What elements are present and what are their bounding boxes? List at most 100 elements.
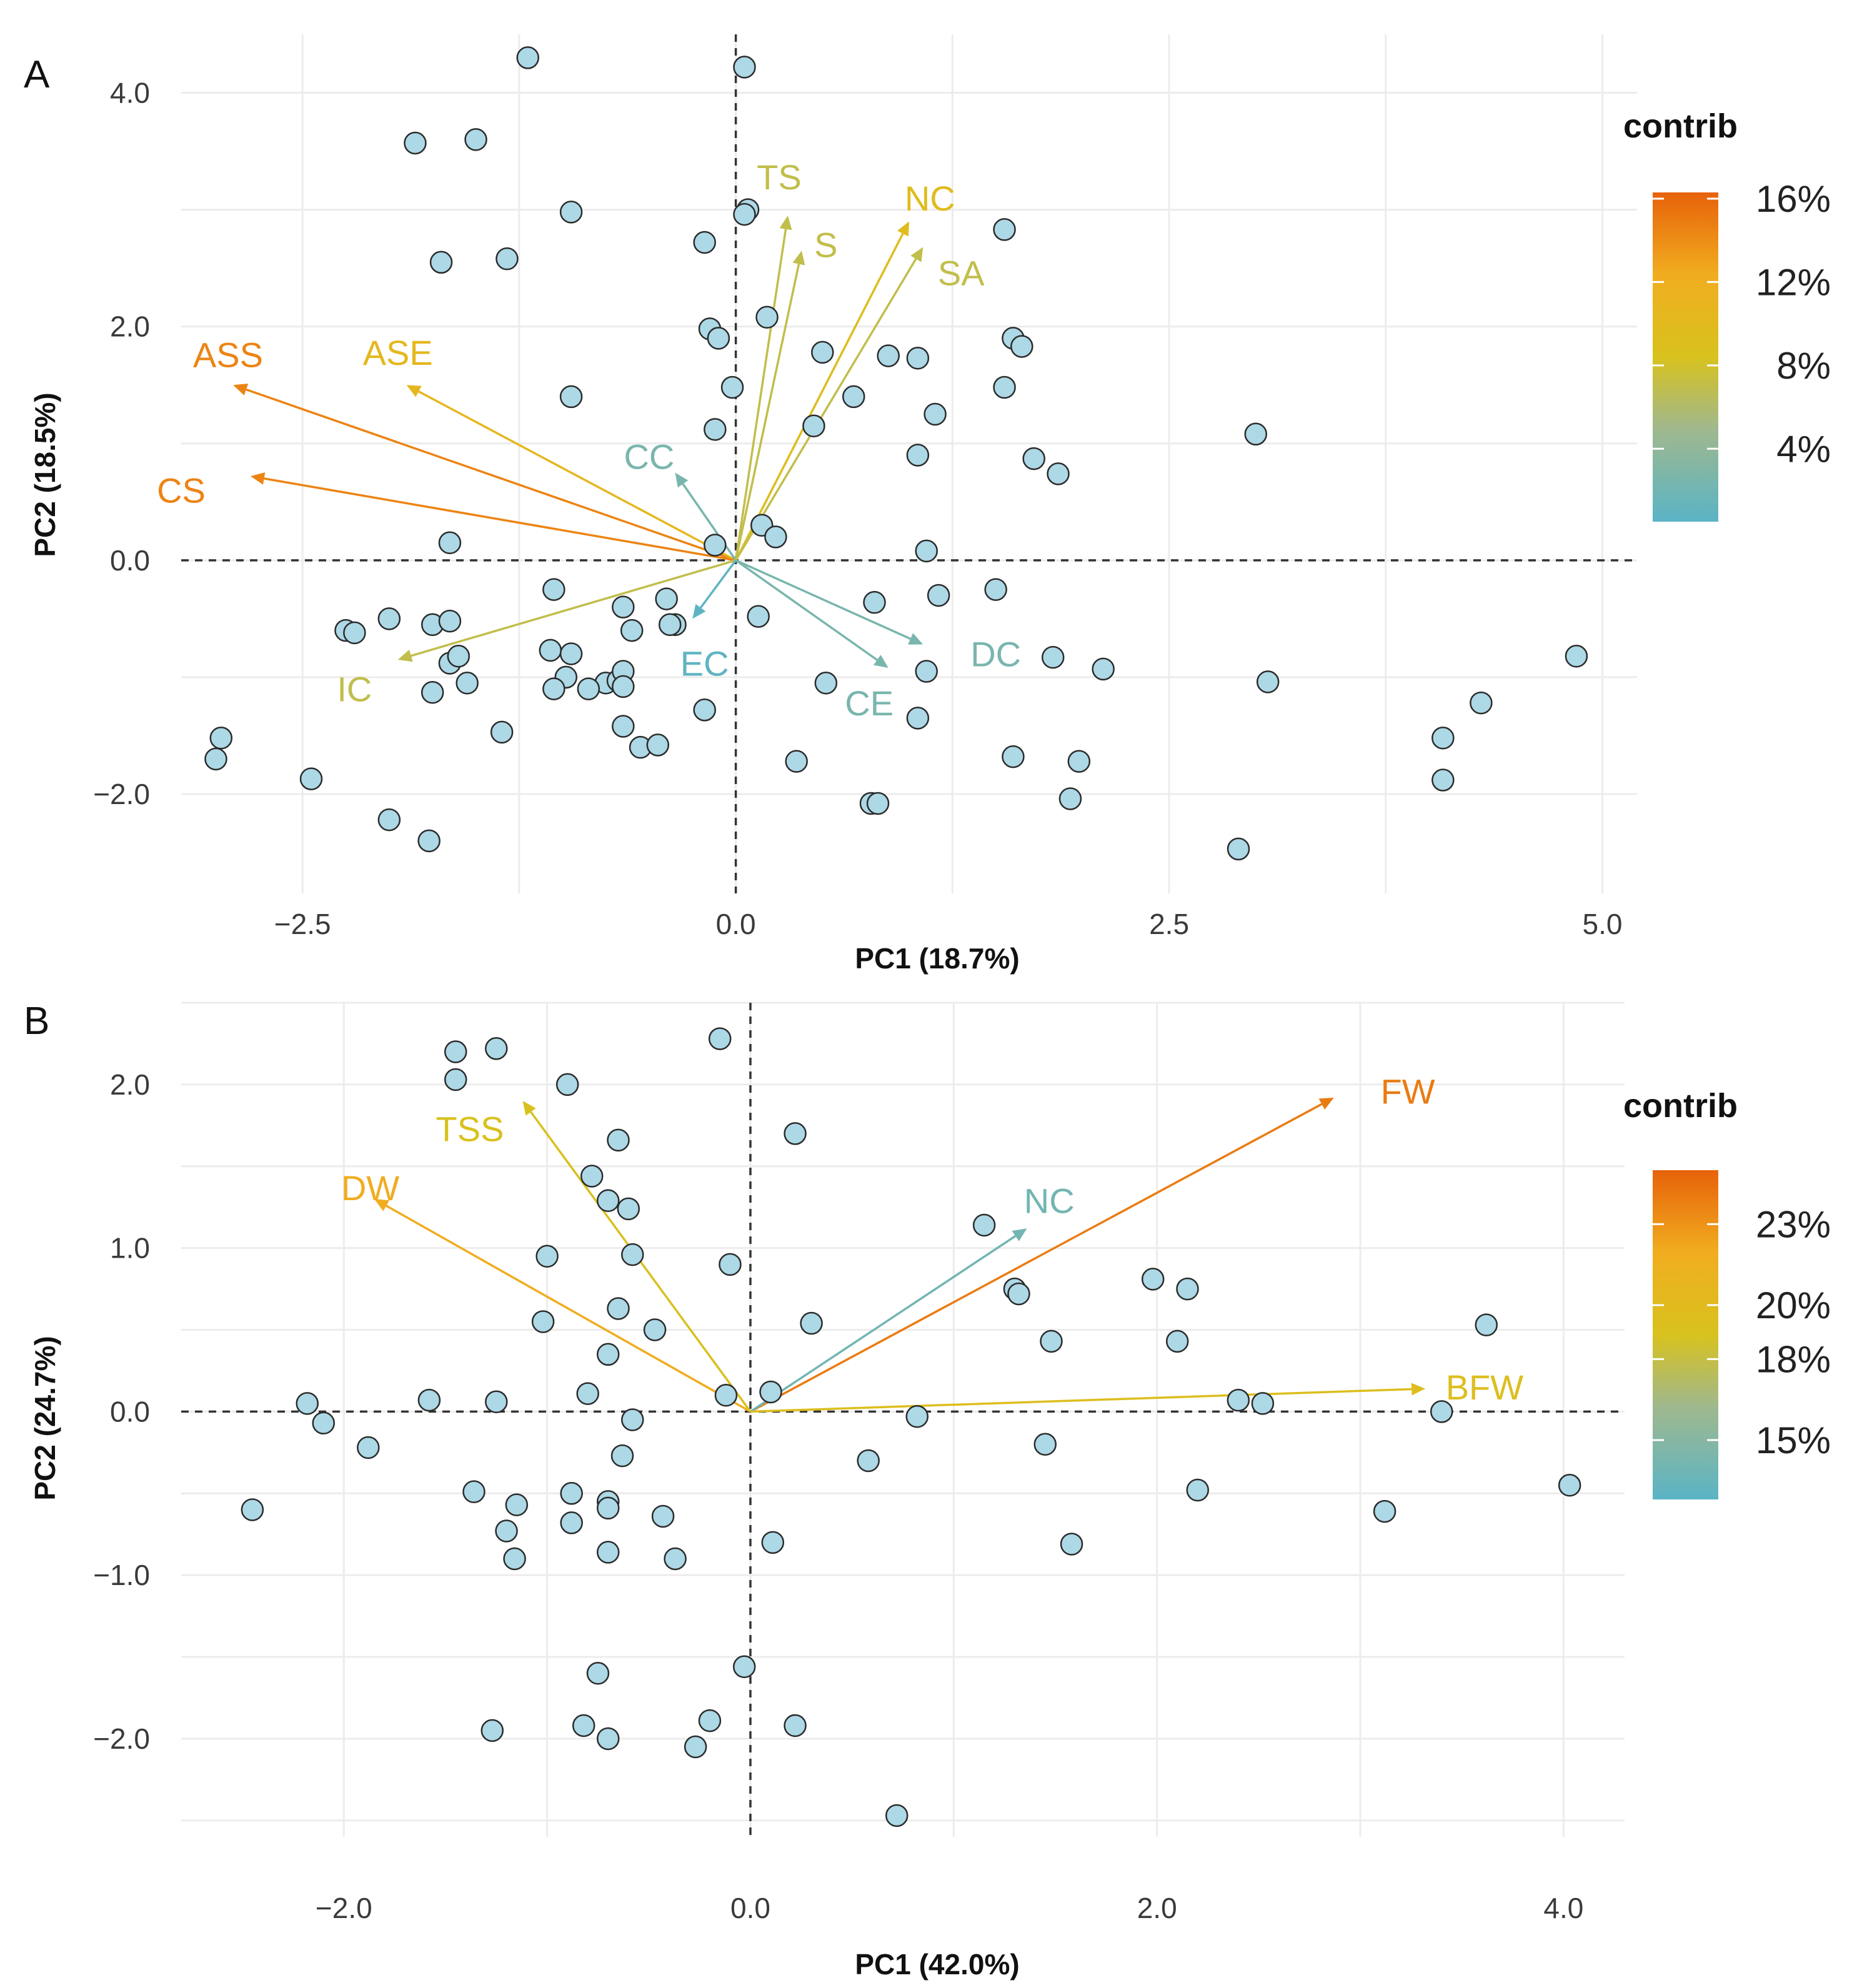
- data-point: [456, 672, 479, 695]
- data-point: [1431, 768, 1455, 792]
- y-tick-label: 0.0: [110, 544, 150, 577]
- loading-label-ce: CE: [845, 683, 894, 723]
- loading-arrow-dc: [735, 559, 911, 640]
- data-point: [535, 1245, 559, 1268]
- data-point: [707, 327, 730, 350]
- data-point: [857, 1449, 880, 1473]
- data-point: [495, 1519, 518, 1543]
- data-point: [1244, 422, 1268, 446]
- panel-a-grid: [181, 34, 1637, 893]
- data-point: [417, 829, 441, 853]
- data-point: [539, 639, 562, 662]
- panel-a-label: A: [24, 53, 50, 96]
- data-point: [485, 1390, 508, 1413]
- data-point: [785, 750, 808, 773]
- data-point: [1431, 726, 1455, 750]
- data-point: [1558, 1473, 1581, 1497]
- data-point: [906, 346, 930, 370]
- data-point: [531, 1310, 555, 1333]
- legend-tick-label: 4%: [1776, 428, 1831, 470]
- loading-arrow-s: [734, 264, 800, 561]
- data-point: [596, 1189, 620, 1212]
- data-point: [719, 1253, 742, 1276]
- loading-arrow-ce: [735, 559, 878, 661]
- data-point: [1176, 1277, 1199, 1301]
- panel-b-x-axis-title: PC1 (42.0%): [855, 1948, 1019, 1981]
- loading-arrow-ec: [699, 559, 737, 609]
- data-point: [404, 131, 427, 155]
- data-point: [1430, 1400, 1453, 1423]
- data-point: [755, 306, 779, 329]
- legend-tick-label: 20%: [1756, 1285, 1831, 1326]
- data-point: [572, 1714, 595, 1737]
- data-point: [1040, 1329, 1063, 1353]
- data-point: [1141, 1268, 1165, 1291]
- y-tick-label: 2.0: [110, 1068, 150, 1101]
- loading-label-cc: CC: [624, 437, 674, 476]
- data-point: [1475, 1313, 1498, 1336]
- data-point: [915, 539, 938, 563]
- data-point: [877, 344, 900, 367]
- loading-arrowhead-s: [792, 251, 805, 266]
- data-point: [1251, 1392, 1275, 1415]
- data-point: [438, 609, 462, 633]
- loading-arrow-ic: [411, 559, 737, 657]
- data-point: [505, 1493, 529, 1516]
- loading-arrow-ase: [418, 390, 737, 562]
- data-point: [209, 726, 233, 750]
- data-point: [800, 1311, 823, 1335]
- legend-tick-label: 8%: [1776, 345, 1831, 387]
- panel-a-variable-labels: ASS ASE CS CC TS S NC SA IC EC CE DC: [157, 157, 1021, 723]
- data-point: [761, 1531, 785, 1554]
- data-point: [1165, 1329, 1189, 1353]
- loading-arrowhead-sa: [910, 247, 924, 262]
- data-point: [580, 1165, 604, 1188]
- panel-a-y-ticks: 4.0 2.0 0.0 −2.0: [93, 77, 150, 810]
- data-point: [241, 1498, 264, 1521]
- loading-label-ase: ASE: [363, 333, 433, 372]
- data-point: [984, 578, 1007, 601]
- data-point: [720, 375, 744, 399]
- data-point: [596, 1541, 620, 1564]
- data-point: [906, 707, 930, 730]
- data-point: [655, 587, 678, 610]
- loading-label-tss: TSS: [436, 1110, 504, 1149]
- loading-arrow-dw: [386, 1205, 751, 1413]
- loading-arrowhead-nc: [1012, 1228, 1027, 1241]
- data-point: [559, 385, 583, 409]
- data-point: [1256, 670, 1280, 693]
- data-point: [421, 680, 444, 704]
- data-point: [993, 375, 1016, 399]
- data-point: [698, 1709, 722, 1732]
- data-point: [972, 1213, 996, 1237]
- data-point: [905, 1405, 929, 1428]
- data-point: [924, 402, 947, 426]
- x-tick-label: 2.0: [1137, 1892, 1177, 1924]
- data-point: [1058, 787, 1082, 810]
- data-point: [617, 1197, 640, 1221]
- data-point: [377, 607, 401, 630]
- data-point: [612, 595, 635, 619]
- panel-b-legend: contrib 23% 20% 18% 15%: [1623, 1087, 1831, 1499]
- loading-arrowhead-ec: [692, 604, 706, 619]
- x-tick-label: 0.0: [730, 1892, 770, 1924]
- x-tick-label: 0.0: [716, 908, 756, 940]
- loading-arrow-cs: [264, 477, 736, 562]
- data-point: [586, 1661, 610, 1685]
- loading-label-nc: NC: [1024, 1181, 1075, 1221]
- panel-b-grid: [181, 1001, 1625, 1837]
- data-point: [1067, 750, 1091, 773]
- y-tick-label: 0.0: [110, 1395, 150, 1428]
- panel-b-variable-labels: FW DW TSS NC BFW: [341, 1071, 1523, 1407]
- panel-a-legend-title: contrib: [1623, 107, 1738, 145]
- data-point: [1373, 1499, 1396, 1523]
- y-tick-label: −1.0: [93, 1559, 150, 1591]
- panel-b-zero-lines: [181, 1003, 1625, 1837]
- data-point: [542, 578, 565, 601]
- loading-label-ic: IC: [337, 670, 372, 709]
- panel-b-points: [241, 1027, 1581, 1827]
- data-point: [759, 1380, 782, 1404]
- data-point: [560, 1482, 583, 1505]
- loading-label-ts: TS: [757, 157, 802, 197]
- x-tick-label: −2.0: [316, 1892, 372, 1924]
